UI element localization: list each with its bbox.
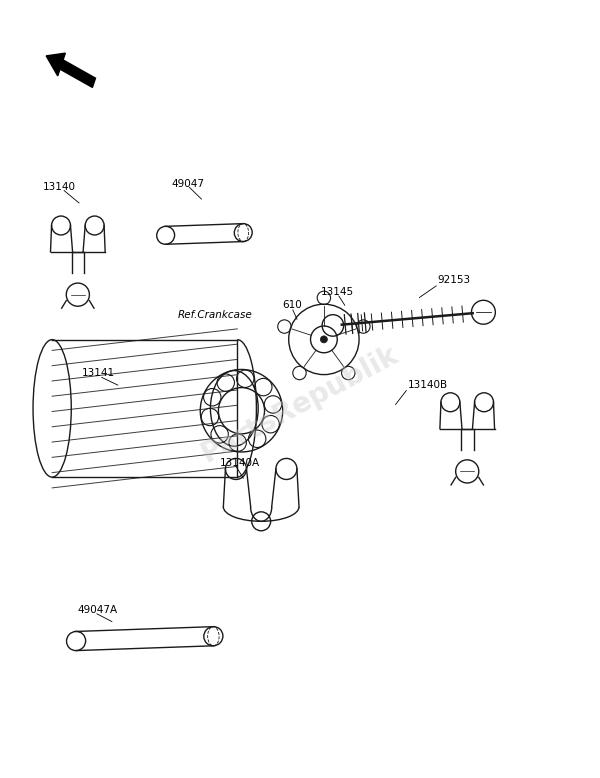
Text: 49047: 49047	[172, 179, 205, 188]
Text: 49047A: 49047A	[78, 605, 118, 615]
Text: PartsRepublik: PartsRepublik	[197, 341, 403, 468]
Text: 610: 610	[282, 300, 302, 310]
Text: 13140B: 13140B	[407, 380, 448, 390]
Text: 13145: 13145	[321, 287, 354, 297]
Text: 92153: 92153	[437, 275, 470, 286]
Text: 13140: 13140	[43, 183, 76, 192]
Text: 13140A: 13140A	[220, 457, 260, 468]
FancyArrow shape	[46, 53, 95, 87]
Text: 13141: 13141	[82, 369, 115, 378]
Text: Ref.Crankcase: Ref.Crankcase	[178, 310, 253, 321]
Ellipse shape	[320, 336, 328, 343]
